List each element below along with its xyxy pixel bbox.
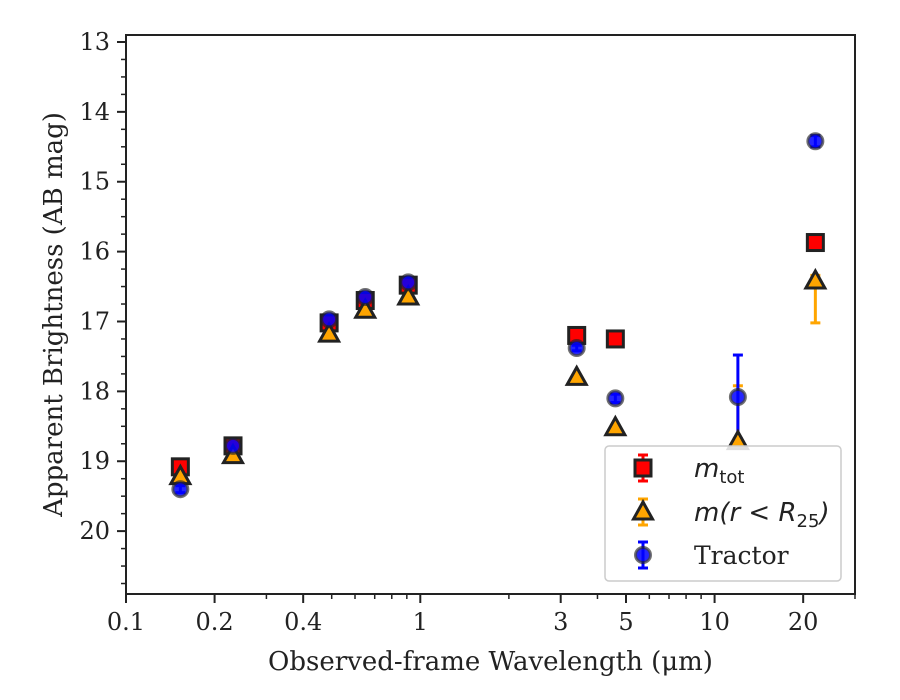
m-r25-point-6 (603, 414, 628, 437)
y-tick-label: 18 (79, 377, 110, 405)
x-tick-label: 1 (413, 608, 428, 636)
legend-box (604, 445, 842, 582)
y-tick-label: 19 (79, 447, 110, 475)
tractor-point-3 (356, 288, 375, 307)
tractor-point-2 (320, 310, 339, 329)
legend-entry-tractor: Tractor (634, 540, 789, 570)
axes-frame (125, 34, 856, 595)
m-r25-point-4 (396, 283, 421, 306)
x-tick-label: 10 (699, 608, 730, 636)
tractor-point-5 (567, 339, 586, 358)
tractor-point-0 (171, 480, 190, 499)
data-marks (168, 132, 828, 499)
legend-marker-m-r25 (630, 498, 656, 521)
x-axis-label: Observed-frame Wavelength (μm) (268, 647, 713, 677)
tractor-point-1 (224, 436, 243, 455)
y-tick-label: 20 (79, 517, 110, 545)
m-r25-point-3 (353, 297, 378, 319)
legend-entry-m-tot: mtot (633, 453, 744, 488)
tractor-point-6 (606, 389, 625, 408)
tractor-point-7 (728, 387, 747, 406)
y-tick-label: 13 (79, 28, 110, 56)
m-r25-point-5 (564, 364, 589, 386)
m-r25-point-2 (317, 320, 342, 343)
x-tick-label: 5 (618, 608, 633, 636)
m-tot-point-6 (605, 329, 625, 349)
y-tick-label: 14 (79, 98, 110, 126)
m-tot-point-7 (805, 233, 825, 253)
x-tick-label: 0.2 (196, 608, 234, 636)
legend-label-subscript: 25 (797, 511, 820, 532)
x-tick-label: 20 (788, 608, 819, 636)
x-tick-label: 0.1 (107, 608, 145, 636)
y-axis-label: Apparent Brightness (AB mag) (39, 112, 69, 518)
y-tick-label: 16 (79, 238, 110, 266)
m-r25-point-8 (803, 267, 828, 290)
legend-label-close: ) (817, 498, 829, 528)
legend-marker-m-tot (633, 458, 653, 478)
tractor-point-4 (399, 273, 418, 292)
legend-label-subscript: tot (719, 467, 744, 488)
y-tick-label: 15 (79, 168, 110, 196)
y-tick-label: 17 (79, 307, 110, 335)
tractor-point-8 (806, 132, 825, 151)
x-tick-label: 0.4 (284, 608, 322, 636)
x-tick-label: 3 (553, 608, 568, 636)
legend-marker-tractor (634, 546, 652, 564)
legend-label: Tractor (694, 541, 789, 570)
